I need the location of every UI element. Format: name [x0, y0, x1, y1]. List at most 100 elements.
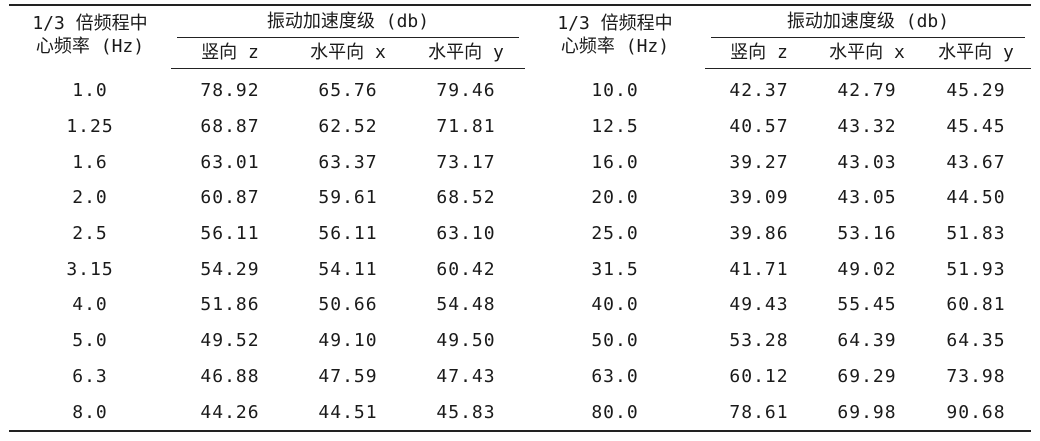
freq-right-cell: 16.0	[591, 151, 639, 173]
table-body: 1.0 78.92 65.76 79.46 10.0 42.37 42.79 4…	[9, 69, 1031, 432]
y-left-cell: 47.43	[436, 365, 496, 387]
y-left-cell: 73.17	[436, 151, 496, 173]
z-left-cell: 63.01	[200, 151, 260, 173]
y-right-cell: 60.81	[946, 294, 1006, 316]
freq-header-left: 1/3 倍频程中 心频率 (Hz)	[9, 4, 171, 69]
freq-left-cell: 1.0	[72, 80, 108, 102]
x-left-cell: 44.51	[289, 394, 407, 432]
freq-left-cell: 8.0	[9, 394, 171, 432]
freq-header-right-line2: 心频率 (Hz)	[560, 36, 670, 57]
x-right-cell: 64.39	[837, 330, 897, 352]
x-left-cell: 54.11	[318, 258, 378, 280]
z-right-cell: 53.28	[729, 330, 789, 352]
header-row-group: 1/3 倍频程中 心频率 (Hz) 振动加速度级 (db) 1/3 倍频程中 心…	[9, 4, 1031, 69]
freq-right-cell: 25.0	[591, 223, 639, 245]
z-left-cell: 49.52	[200, 330, 260, 352]
table-row: 1.25 68.87 62.52 71.81 12.5 40.57 43.32 …	[9, 109, 1031, 145]
freq-header-left-line1: 1/3 倍频程中	[32, 13, 148, 34]
x-right-cell: 49.02	[837, 258, 897, 280]
y-left-cell: 45.83	[407, 394, 525, 432]
y-left-cell: 68.52	[436, 187, 496, 209]
x-left-cell: 63.37	[318, 151, 378, 173]
table-row: 3.15 54.29 54.11 60.42 31.5 41.71 49.02 …	[9, 251, 1031, 287]
group-header-right: 振动加速度级 (db)	[705, 4, 1031, 38]
z-right-cell: 39.09	[729, 187, 789, 209]
group-header-right-label: 振动加速度级 (db)	[711, 10, 1025, 38]
vibration-table-container: 1/3 倍频程中 心频率 (Hz) 振动加速度级 (db) 1/3 倍频程中 心…	[9, 4, 1031, 432]
y-right-cell: 73.98	[946, 365, 1006, 387]
x-left-cell: 50.66	[318, 294, 378, 316]
table-row: 4.0 51.86 50.66 54.48 40.0 49.43 55.45 6…	[9, 287, 1031, 323]
table-row: 1.0 78.92 65.76 79.46 10.0 42.37 42.79 4…	[9, 69, 1031, 109]
freq-left-cell: 1.25	[66, 116, 114, 138]
freq-right-cell: 12.5	[591, 116, 639, 138]
col-header-x-left: 水平向 x	[289, 38, 407, 69]
z-right-cell: 42.37	[729, 80, 789, 102]
z-right-cell: 78.61	[705, 394, 813, 432]
z-left-cell: 51.86	[200, 294, 260, 316]
freq-right-cell: 50.0	[591, 330, 639, 352]
group-header-left-label: 振动加速度级 (db)	[177, 10, 519, 38]
freq-left-cell: 2.5	[72, 223, 108, 245]
y-left-cell: 54.48	[436, 294, 496, 316]
freq-header-right-line1: 1/3 倍频程中	[557, 13, 673, 34]
header-row-sub: 竖向 z 水平向 x 水平向 y 竖向 z 水平向 x 水平向 y	[9, 38, 1031, 69]
x-left-cell: 65.76	[318, 80, 378, 102]
y-right-cell: 45.29	[946, 80, 1006, 102]
x-right-cell: 43.05	[837, 187, 897, 209]
z-right-cell: 49.43	[729, 294, 789, 316]
freq-left-cell: 3.15	[66, 258, 114, 280]
z-right-cell: 41.71	[729, 258, 789, 280]
z-left-cell: 46.88	[200, 365, 260, 387]
z-right-cell: 39.86	[729, 223, 789, 245]
y-left-cell: 71.81	[436, 116, 496, 138]
z-left-cell: 78.92	[200, 80, 260, 102]
y-right-cell: 45.45	[946, 116, 1006, 138]
col-header-z-right: 竖向 z	[705, 38, 813, 69]
z-right-cell: 39.27	[729, 151, 789, 173]
freq-right-cell: 31.5	[591, 258, 639, 280]
y-left-cell: 60.42	[436, 258, 496, 280]
freq-right-cell: 80.0	[525, 394, 705, 432]
freq-left-cell: 4.0	[72, 294, 108, 316]
x-left-cell: 56.11	[318, 223, 378, 245]
z-left-cell: 68.87	[200, 116, 260, 138]
col-header-x-right: 水平向 x	[813, 38, 921, 69]
table-row: 2.0 60.87 59.61 68.52 20.0 39.09 43.05 4…	[9, 180, 1031, 216]
table-row: 6.3 46.88 47.59 47.43 63.0 60.12 69.29 7…	[9, 359, 1031, 395]
freq-header-left-line2: 心频率 (Hz)	[35, 36, 145, 57]
x-right-cell: 43.32	[837, 116, 897, 138]
table-row: 1.6 63.01 63.37 73.17 16.0 39.27 43.03 4…	[9, 144, 1031, 180]
x-right-cell: 53.16	[837, 223, 897, 245]
x-left-cell: 47.59	[318, 365, 378, 387]
z-left-cell: 44.26	[171, 394, 289, 432]
freq-left-cell: 1.6	[72, 151, 108, 173]
y-right-cell: 90.68	[921, 394, 1031, 432]
z-left-cell: 54.29	[200, 258, 260, 280]
z-right-cell: 60.12	[729, 365, 789, 387]
table-row: 8.0 44.26 44.51 45.83 80.0 78.61 69.98 9…	[9, 394, 1031, 432]
x-right-cell: 43.03	[837, 151, 897, 173]
y-right-cell: 64.35	[946, 330, 1006, 352]
freq-right-cell: 63.0	[591, 365, 639, 387]
y-right-cell: 51.93	[946, 258, 1006, 280]
col-header-y-left: 水平向 y	[407, 38, 525, 69]
z-left-cell: 56.11	[200, 223, 260, 245]
x-left-cell: 62.52	[318, 116, 378, 138]
x-left-cell: 59.61	[318, 187, 378, 209]
freq-header-right: 1/3 倍频程中 心频率 (Hz)	[525, 4, 705, 69]
y-left-cell: 79.46	[436, 80, 496, 102]
freq-left-cell: 6.3	[72, 365, 108, 387]
freq-left-cell: 5.0	[72, 330, 108, 352]
freq-right-cell: 10.0	[591, 80, 639, 102]
table-row: 5.0 49.52 49.10 49.50 50.0 53.28 64.39 6…	[9, 323, 1031, 359]
freq-right-cell: 40.0	[591, 294, 639, 316]
z-right-cell: 40.57	[729, 116, 789, 138]
freq-left-cell: 2.0	[72, 187, 108, 209]
x-right-cell: 69.98	[813, 394, 921, 432]
x-right-cell: 69.29	[837, 365, 897, 387]
freq-right-cell: 20.0	[591, 187, 639, 209]
group-header-left: 振动加速度级 (db)	[171, 4, 525, 38]
y-left-cell: 63.10	[436, 223, 496, 245]
col-header-y-right: 水平向 y	[921, 38, 1031, 69]
